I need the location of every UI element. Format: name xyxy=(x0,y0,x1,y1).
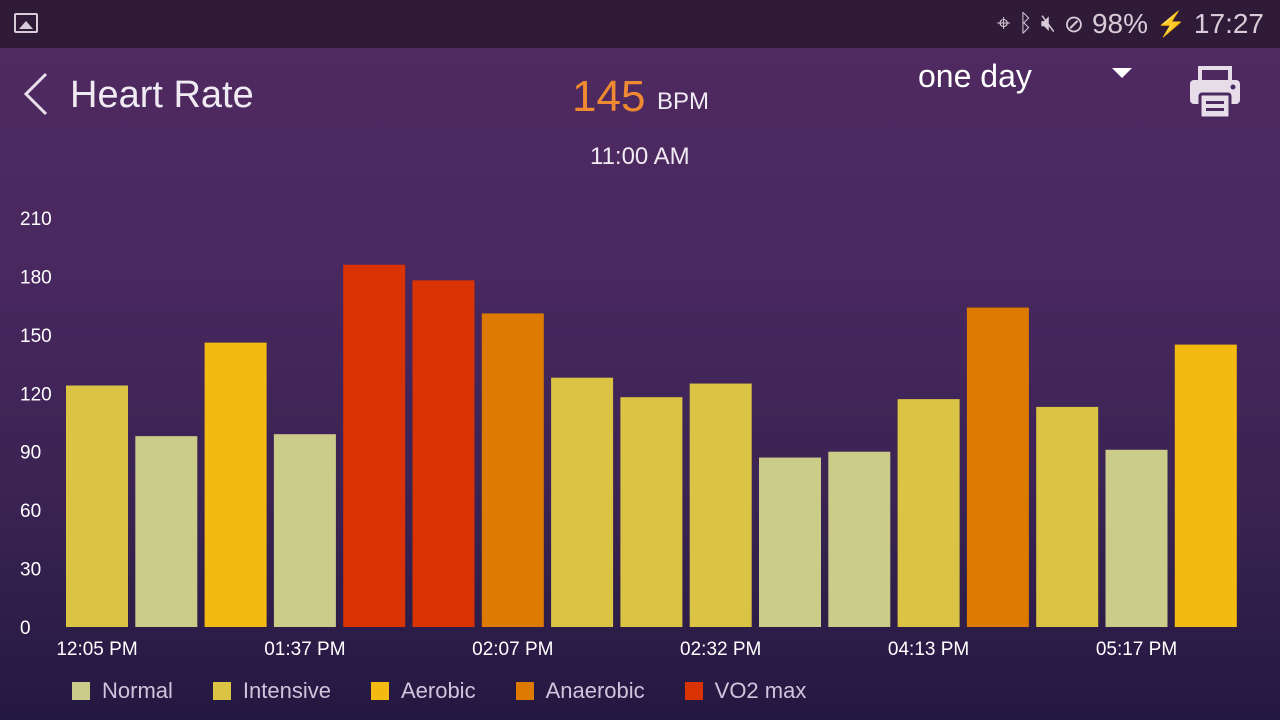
bar-vo2-max[interactable] xyxy=(412,280,475,627)
x-tick-label: 02:07 PM xyxy=(472,639,553,660)
bar-aerobic[interactable] xyxy=(1174,344,1237,627)
print-icon[interactable] xyxy=(1188,66,1242,120)
legend-item: Aerobic xyxy=(370,678,476,704)
bar-normal[interactable] xyxy=(759,457,821,627)
image-icon xyxy=(14,13,38,33)
y-tick-label: 180 xyxy=(20,267,52,288)
x-tick-label: 05:17 PM xyxy=(1096,639,1177,660)
heart-rate-chart: 0 30 60 90 120 150 180 210 12:05 PM 01:37 PM 02:07… xyxy=(20,209,1237,660)
page-title: Heart Rate xyxy=(70,74,254,116)
legend-swatch xyxy=(212,682,231,700)
do-not-disturb-icon: ⊘ xyxy=(1063,10,1084,38)
clock: 17:27 xyxy=(1193,8,1264,39)
bluetooth-icon: ᛒ xyxy=(1018,10,1033,37)
y-tick-label: 30 xyxy=(20,560,41,581)
y-tick-label: 150 xyxy=(20,326,52,347)
bar-normal[interactable] xyxy=(135,436,198,627)
y-tick-label: 120 xyxy=(20,384,52,405)
range-value: one day xyxy=(918,58,1032,94)
legend-item: Anaerobic xyxy=(515,678,645,704)
y-tick-label: 60 xyxy=(20,501,41,522)
battery-percent: 98% xyxy=(1091,8,1149,39)
legend-swatch xyxy=(370,682,389,700)
dropdown-caret-icon xyxy=(1112,68,1132,78)
bar-normal[interactable] xyxy=(273,434,336,627)
x-tick-label: 12:05 PM xyxy=(56,639,137,660)
bar-normal[interactable] xyxy=(1105,449,1168,627)
legend-label: Aerobic xyxy=(400,678,476,703)
bar-anaerobic[interactable] xyxy=(481,313,544,627)
battery-charging-icon: ⚡ xyxy=(1156,10,1186,38)
legend-item: VO2 max xyxy=(684,678,807,704)
y-tick-label: 90 xyxy=(20,443,41,464)
legend-swatch xyxy=(684,682,703,700)
y-tick-label: 210 xyxy=(20,209,52,230)
bar-aerobic[interactable] xyxy=(204,342,267,627)
status-bar: ⌖ ᛒ 🔇︎ ⊘ 98% ⚡ 17:27 xyxy=(0,0,1280,48)
legend-label: Intensive xyxy=(242,678,331,703)
bar-intensive[interactable] xyxy=(66,385,128,627)
location-icon: ⌖ xyxy=(996,10,1011,37)
heart-rate-value: 145 xyxy=(572,72,646,121)
mute-vibrate-icon: 🔇︎ xyxy=(1040,10,1056,37)
y-tick-label: 0 xyxy=(20,618,31,639)
bar-intensive[interactable] xyxy=(1036,406,1099,627)
bar-anaerobic[interactable] xyxy=(966,307,1029,627)
heart-rate-unit: BPM xyxy=(657,88,710,115)
x-tick-label: 04:13 PM xyxy=(888,639,969,660)
bar-intensive[interactable] xyxy=(551,377,614,627)
legend-item: Intensive xyxy=(212,678,331,704)
legend-item: Normal xyxy=(72,678,173,704)
range-dropdown[interactable]: one day xyxy=(918,58,1138,98)
bar-normal[interactable] xyxy=(828,451,891,627)
legend-label: Normal xyxy=(102,678,173,703)
selected-time: 11:00 AM xyxy=(590,143,690,170)
bar-intensive[interactable] xyxy=(897,399,960,627)
bar-intensive[interactable] xyxy=(689,383,752,627)
back-arrow-icon[interactable] xyxy=(22,72,50,116)
x-tick-label: 02:32 PM xyxy=(680,639,761,660)
legend-label: Anaerobic xyxy=(545,678,645,703)
bar-intensive[interactable] xyxy=(620,397,683,627)
legend-label: VO2 max xyxy=(714,678,807,703)
x-tick-label: 01:37 PM xyxy=(264,639,345,660)
chart-legend: Normal Intensive Aerobic Anaerobic VO2 max xyxy=(72,678,846,704)
legend-swatch xyxy=(515,682,534,700)
bar-vo2-max[interactable] xyxy=(343,264,406,627)
legend-swatch xyxy=(72,682,90,700)
